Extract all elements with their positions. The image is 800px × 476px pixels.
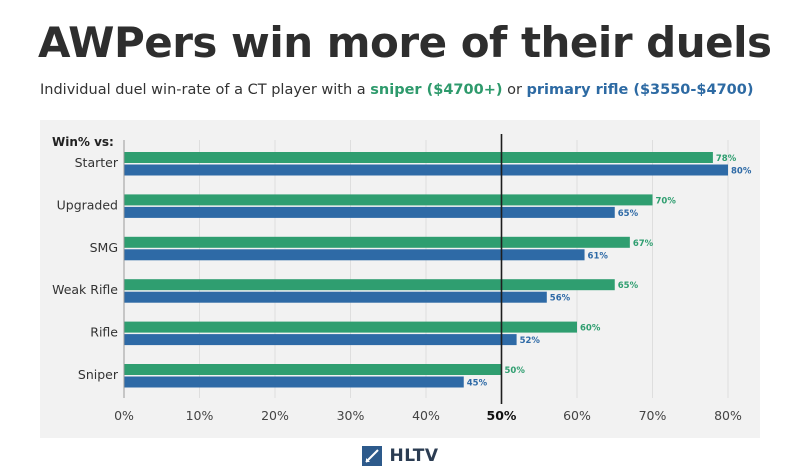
bar-value-label: 52% (520, 336, 541, 346)
bar-value-label: 50% (505, 366, 526, 376)
x-tick-label: 40% (412, 408, 440, 423)
x-tick-label: 70% (639, 408, 667, 423)
bar-value-label: 45% (467, 379, 488, 389)
bar-value-label: 80% (731, 167, 752, 177)
bar-value-label: 65% (618, 281, 639, 291)
bar (124, 364, 502, 375)
subtitle-rifle-label: primary rifle ($3550-$4700) (526, 82, 754, 98)
bar (124, 236, 630, 248)
category-label: SMG (90, 240, 118, 255)
bar (124, 249, 585, 261)
x-tick-label: 30% (337, 408, 365, 423)
subtitle-sniper-label: sniper ($4700+) (370, 82, 503, 98)
chart-title: AWPers win more of their duels (38, 18, 772, 67)
bar (124, 152, 713, 163)
category-label: Rifle (90, 325, 118, 340)
bar (124, 376, 464, 388)
chart-subtitle: Individual duel win-rate of a CT player … (40, 82, 754, 98)
bar-value-label: 60% (580, 324, 601, 334)
subtitle-middle: or (502, 82, 527, 98)
bar (124, 279, 615, 291)
bar-value-label: 56% (550, 294, 571, 304)
bar-value-label: 65% (618, 209, 639, 219)
bar-value-label: 67% (633, 239, 654, 249)
category-label: Upgraded (57, 197, 118, 212)
subtitle-prefix: Individual duel win-rate of a CT player … (40, 82, 371, 98)
hltv-logo-icon (361, 446, 382, 466)
bar (124, 291, 547, 303)
category-header: Win% vs: (52, 135, 114, 149)
category-label: Starter (75, 155, 119, 170)
footer: HLTV (0, 442, 800, 470)
hltv-logo-text: HLTV (389, 446, 439, 466)
x-tick-label: 80% (714, 408, 742, 423)
bar (124, 334, 517, 346)
category-label: Sniper (78, 367, 119, 382)
x-tick-label: 20% (261, 408, 289, 423)
category-label: Weak Rifle (52, 282, 118, 297)
bar-value-label: 70% (656, 196, 677, 206)
bar-value-label: 61% (588, 251, 609, 261)
bar-value-label: 78% (716, 154, 737, 164)
x-tick-label: 60% (563, 408, 591, 423)
bar (124, 321, 577, 333)
bar (124, 194, 653, 206)
x-tick-label: 10% (186, 408, 214, 423)
bar (124, 164, 728, 176)
x-tick-label: 0% (114, 408, 134, 423)
x-tick-label: 50% (487, 408, 517, 423)
bar (124, 206, 615, 218)
